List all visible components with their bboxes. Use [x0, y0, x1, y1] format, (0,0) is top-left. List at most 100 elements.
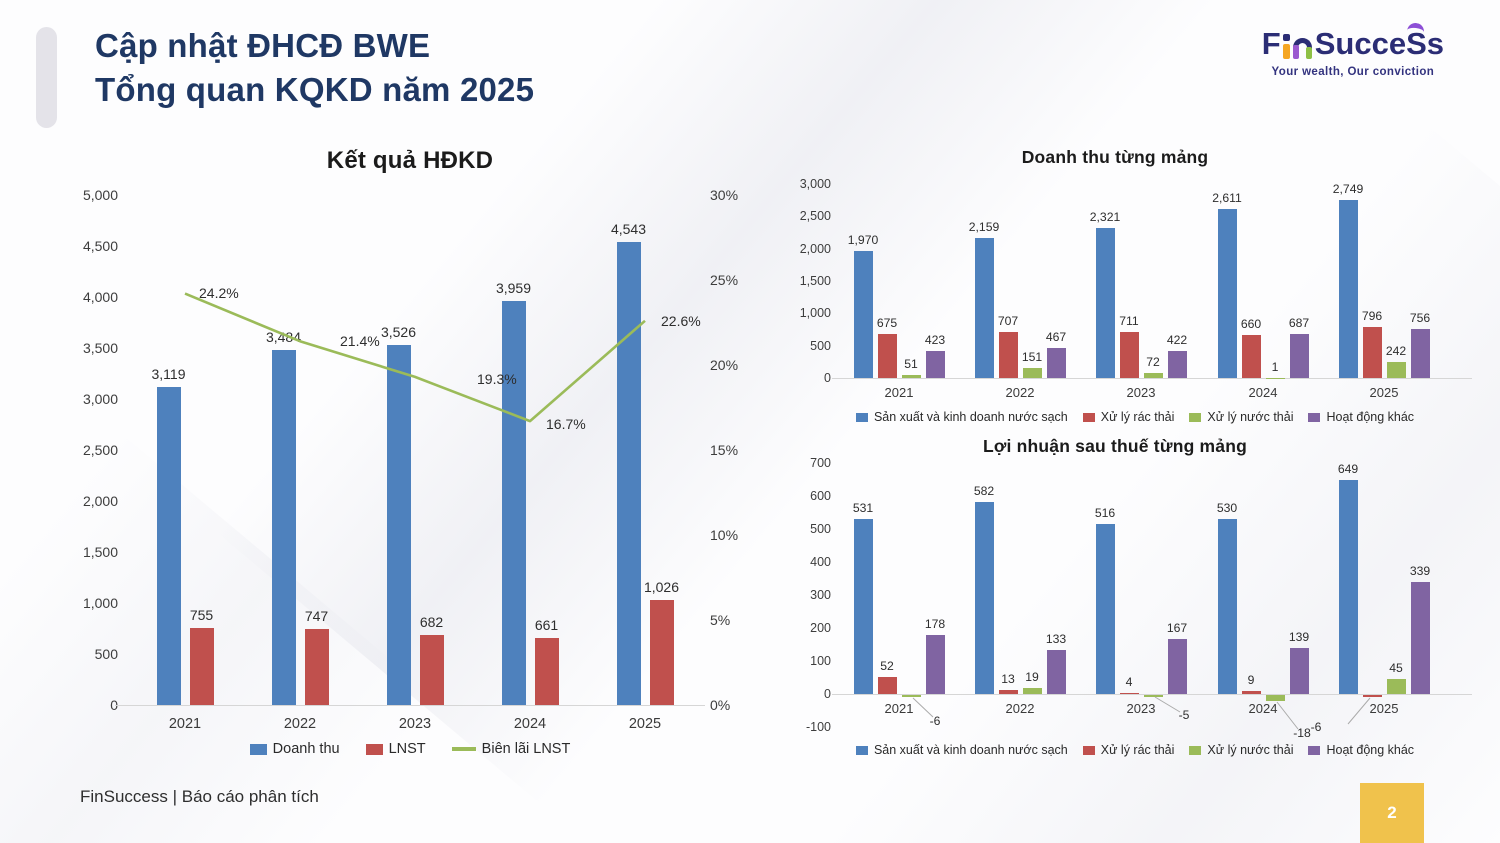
x-axis-label: 2021 — [884, 385, 914, 400]
bar-value-label: -6 — [1310, 719, 1322, 734]
legend-label: Xử lý rác thải — [1100, 410, 1175, 424]
left-axis-tick: 1,500 — [82, 544, 118, 560]
bar-value-label: 707 — [997, 314, 1019, 329]
logo-letter-s-cap: S — [1406, 26, 1427, 61]
legend-swatch-icon — [365, 743, 383, 755]
bar-value-label: 13 — [1001, 671, 1015, 686]
legend-swatch-icon — [855, 412, 868, 422]
legend-item: Xử lý rác thải — [1082, 743, 1175, 757]
y-axis-tick: 300 — [810, 588, 831, 602]
left-axis-tick: 4,000 — [82, 289, 118, 305]
chart-loi-nhuan-sau-thue: Lợi nhuận sau thuế từng mảng 700 600 500 400… — [795, 432, 1495, 782]
line-value-label: 19.3% — [477, 370, 517, 387]
logo-tagline: Your wealth, Our conviction — [1271, 66, 1435, 78]
bar-value-label: 423 — [924, 332, 946, 347]
logo-letter-n-icon — [1292, 34, 1314, 59]
bar-value-label: 516 — [1094, 505, 1116, 520]
legend-swatch-icon — [855, 745, 868, 755]
bar-blue — [616, 241, 641, 705]
bar-purple — [1046, 650, 1066, 694]
bar-value-label: 1,026 — [643, 579, 680, 596]
y-axis-tick: 700 — [810, 456, 831, 470]
legend-item: Xử lý rác thải — [1082, 410, 1175, 424]
bar-value-label: 660 — [1240, 317, 1262, 332]
bar-value-label: 3,526 — [380, 324, 417, 341]
bar-red — [1241, 691, 1261, 694]
bar-blue — [501, 301, 526, 705]
right-axis-tick: 20% — [710, 357, 739, 373]
label-leader-line — [1154, 696, 1181, 713]
bar-red — [1362, 695, 1382, 697]
y-axis-tick: 600 — [810, 489, 831, 503]
bar-value-label: 1,970 — [847, 232, 879, 247]
x-axis-line — [832, 694, 1472, 695]
bar-green — [1143, 373, 1163, 378]
bar-value-label: 4,543 — [610, 220, 647, 237]
chart-line-overlay — [184, 292, 646, 423]
logo-letter-f: F — [1261, 26, 1281, 61]
bar-blue — [1338, 200, 1358, 378]
bar-value-label: 4 — [1125, 674, 1133, 689]
legend-swatch-icon — [1189, 745, 1202, 755]
x-axis-line — [832, 378, 1472, 379]
bar-green — [1022, 687, 1042, 694]
legend-label: Hoạt động khác — [1326, 743, 1415, 757]
x-axis-label: 2023 — [1126, 701, 1156, 716]
left-axis-tick: 3,000 — [82, 391, 118, 407]
left-axis-tick: 500 — [94, 646, 118, 662]
bar-blue — [853, 518, 873, 694]
x-axis-label: 2024 — [1248, 385, 1278, 400]
chart-doanh-thu-tung-mang: Doanh thu từng mảng 3,000 2,500 2,000 1,500 1… — [795, 145, 1495, 445]
y-axis-tick: 500 — [810, 522, 831, 536]
left-axis-tick: 2,000 — [82, 493, 118, 509]
right-axis-tick: 10% — [710, 527, 739, 543]
bar-purple — [925, 350, 945, 378]
legend-label: Xử lý rác thải — [1100, 743, 1175, 757]
chart-ket-qua-hdkd: Kết quả HĐKD 5,000 4,500 4,000 3,500 3,000 2,5… — [60, 145, 820, 795]
bar-value-label: 139 — [1288, 630, 1310, 645]
bar-value-label: 3,959 — [495, 280, 532, 297]
bar-value-label: -6 — [929, 713, 941, 728]
bar-value-label: 711 — [1119, 314, 1139, 329]
x-axis-label: 2023 — [1126, 385, 1156, 400]
bar-value-label: 531 — [852, 500, 874, 515]
legend-swatch-icon — [1189, 412, 1202, 422]
bar-purple — [1046, 347, 1066, 378]
bar-green — [1265, 695, 1285, 701]
line-value-label: 21.4% — [340, 333, 380, 350]
legend-swatch-icon — [1082, 745, 1095, 755]
legend-item: Doanh thu — [249, 741, 340, 757]
bar-value-label: 675 — [876, 316, 898, 331]
chart-legend: Sản xuất và kinh doanh nước sạch Xử lý rá… — [795, 410, 1475, 424]
label-leader-line — [1347, 697, 1371, 725]
bar-value-label: 2,159 — [968, 220, 1000, 235]
bar-value-label: 747 — [304, 607, 329, 624]
bar-blue — [1217, 209, 1237, 378]
bar-red — [877, 676, 897, 694]
line-value-label: 22.6% — [661, 312, 701, 329]
bar-red — [649, 600, 674, 705]
margin-line-series — [184, 292, 646, 423]
legend-item: LNST — [365, 741, 426, 757]
x-axis-label: 2025 — [1369, 701, 1399, 716]
x-axis-line — [115, 705, 705, 706]
bar-value-label: 3,484 — [265, 328, 302, 345]
legend-line-icon — [451, 747, 476, 751]
x-axis-label: 2021 — [884, 701, 914, 716]
footer-text: FinSuccess | Báo cáo phân tích — [80, 787, 319, 806]
slide-title-line2: Tổng quan KQKD năm 2025 — [95, 70, 535, 108]
x-axis-label: 2023 — [398, 716, 432, 732]
left-axis-tick: 3,500 — [82, 340, 118, 356]
left-axis-tick: 1,000 — [82, 595, 118, 611]
bar-red — [1241, 335, 1261, 378]
legend-label: LNST — [388, 741, 426, 757]
bar-value-label: 167 — [1166, 620, 1188, 635]
bar-value-label: 422 — [1166, 332, 1188, 347]
y-axis-tick: 0 — [824, 687, 831, 701]
bar-value-label: 52 — [880, 658, 894, 673]
left-axis-tick: 5,000 — [82, 187, 118, 203]
bar-red — [1119, 692, 1139, 694]
chart-title: Doanh thu từng mảng — [1021, 147, 1209, 167]
legend-label: Xử lý nước thải — [1207, 410, 1294, 424]
